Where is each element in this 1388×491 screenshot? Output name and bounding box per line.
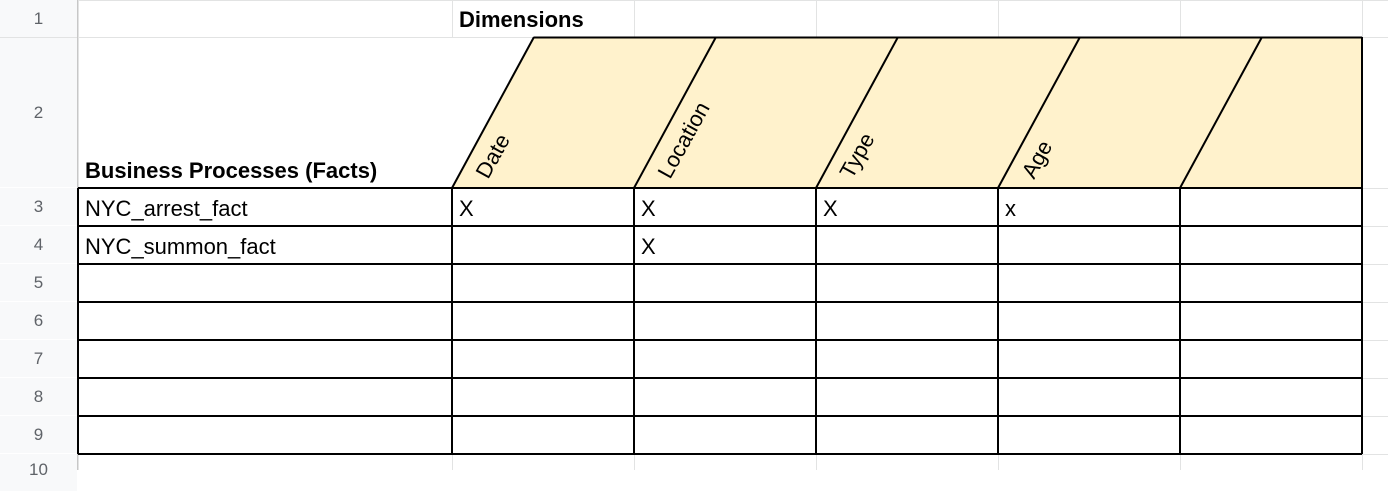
row-header-3[interactable]: 3: [0, 188, 77, 225]
row-header-9[interactable]: 9: [0, 416, 77, 453]
row-header-1[interactable]: 1: [0, 0, 77, 37]
dimension-header-fill-age: [998, 37, 1262, 188]
row-header-5[interactable]: 5: [0, 264, 77, 301]
dimension-header-slant: [815, 36, 899, 189]
row-header-2[interactable]: 2: [0, 38, 77, 187]
fact-name-cell[interactable]: NYC_summon_fact: [85, 234, 276, 259]
dimension-header-fill-location: [634, 37, 898, 188]
dimension-header-fill-type: [816, 37, 1080, 188]
mark-cell-location[interactable]: X: [641, 196, 656, 221]
dimension-header-fill-blank: [1180, 37, 1362, 188]
mark-cell-date[interactable]: X: [459, 196, 474, 221]
dimension-header-slant: [451, 36, 535, 189]
fact-name-cell[interactable]: NYC_arrest_fact: [85, 196, 248, 221]
dimension-header-slant: [633, 36, 717, 189]
mark-cell-age[interactable]: x: [1005, 196, 1016, 221]
mark-cell-type[interactable]: X: [823, 196, 838, 221]
dimensions-label[interactable]: Dimensions: [459, 7, 584, 32]
mark-cell-location[interactable]: X: [641, 234, 656, 259]
dimension-header-slant: [1179, 36, 1263, 189]
row-header-6[interactable]: 6: [0, 302, 77, 339]
grid-lines: Date Location Type Age: [0, 0, 1388, 470]
row-header-8[interactable]: 8: [0, 378, 77, 415]
dimension-header-slant: [997, 36, 1081, 189]
row-header-4[interactable]: 4: [0, 226, 77, 263]
dimension-header-fill-date: [452, 37, 716, 188]
row-header-7[interactable]: 7: [0, 340, 77, 377]
facts-header[interactable]: Business Processes (Facts): [85, 158, 378, 183]
row-header-10[interactable]: 10: [0, 454, 77, 491]
